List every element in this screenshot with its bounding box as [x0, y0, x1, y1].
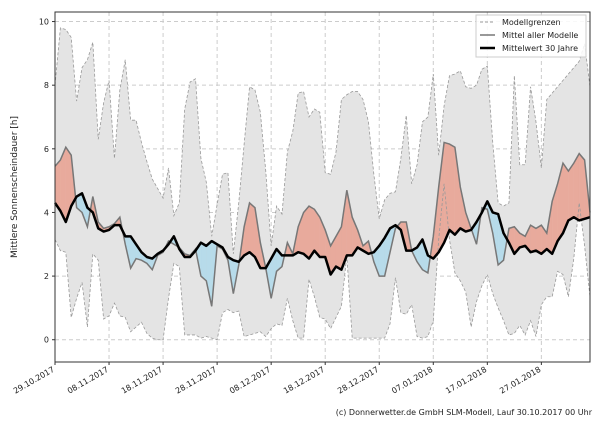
y-tick-label: 8	[44, 81, 49, 90]
legend: Modellgrenzen Mittel aller Modelle Mitte…	[476, 15, 586, 57]
above-climate-fill	[449, 144, 454, 235]
x-tick-label: 18.12.2017	[282, 365, 326, 396]
x-tick-label: 07.01.2018	[390, 365, 434, 396]
y-tick-label: 6	[44, 145, 49, 154]
above-climate-fill	[568, 163, 573, 220]
y-tick-label: 4	[44, 208, 49, 217]
y-axis-label: Mittlere Sonnenscheindauer [h]	[10, 116, 20, 258]
below-climate-fill	[201, 243, 206, 281]
x-tick-label: 08.11.2017	[66, 365, 110, 396]
above-climate-fill	[531, 225, 536, 252]
footer-credit: (c) Donnerwetter.de GmbH SLM-Modell, Lau…	[336, 408, 593, 417]
y-axis: 0 2 4 6 8 10	[39, 18, 55, 345]
y-tick-label: 10	[39, 18, 49, 27]
x-tick-label: 28.11.2017	[174, 365, 218, 396]
x-tick-label: 29.10.2017	[12, 365, 56, 396]
x-tick-label: 08.12.2017	[228, 365, 272, 396]
x-tick-label: 17.01.2018	[444, 365, 488, 396]
legend-label-range: Modellgrenzen	[502, 18, 561, 27]
y-tick-label: 2	[44, 272, 49, 281]
x-tick-label: 27.01.2018	[498, 365, 542, 396]
above-climate-fill	[304, 206, 309, 259]
x-axis: 29.10.2017 08.11.2017 18.11.2017 28.11.2017…	[12, 362, 543, 396]
above-climate-fill	[250, 203, 255, 257]
x-tick-label: 18.11.2017	[120, 365, 164, 396]
above-climate-fill	[536, 225, 541, 254]
x-tick-label: 28.12.2017	[336, 365, 380, 396]
y-tick-label: 0	[44, 336, 49, 345]
legend-label-mean: Mittel aller Modelle	[502, 31, 578, 40]
legend-label-climate: Mittelwert 30 Jahre	[502, 44, 578, 53]
